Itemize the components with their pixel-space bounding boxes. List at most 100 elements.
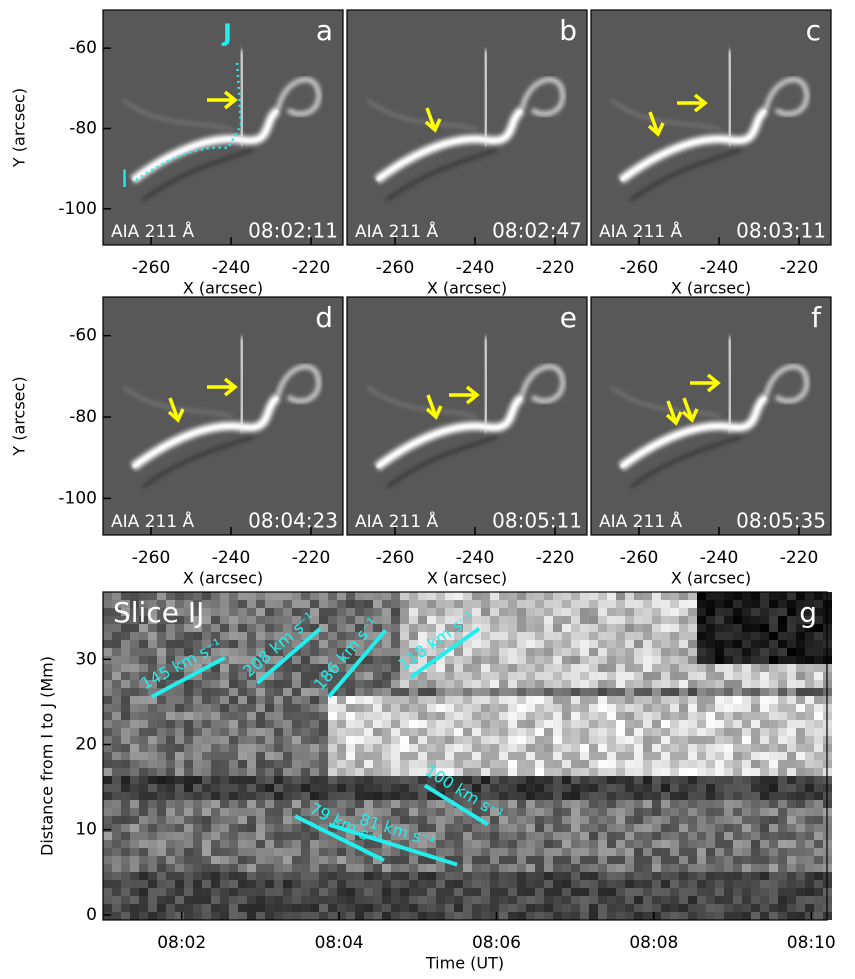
slice-pixel bbox=[355, 720, 364, 728]
slice-pixel bbox=[166, 752, 175, 760]
slice-pixel bbox=[616, 896, 625, 904]
slice-pixel bbox=[805, 904, 814, 912]
slice-pixel bbox=[382, 664, 391, 672]
slice-pixel bbox=[184, 824, 193, 832]
slice-pixel bbox=[472, 824, 481, 832]
slice-title: Slice IJ bbox=[113, 596, 204, 629]
slice-pixel bbox=[184, 752, 193, 760]
slice-pixel bbox=[571, 824, 580, 832]
slice-pixel bbox=[760, 744, 769, 752]
slice-pixel bbox=[148, 904, 157, 912]
slice-pixel bbox=[121, 720, 130, 728]
slice-pixel bbox=[256, 704, 265, 712]
slice-pixel bbox=[643, 704, 652, 712]
slice-pixel bbox=[796, 640, 805, 648]
slice-pixel bbox=[742, 712, 751, 720]
slice-pixel bbox=[103, 888, 112, 896]
slice-pixel bbox=[283, 792, 292, 800]
slice-pixel bbox=[337, 872, 346, 880]
slice-pixel bbox=[805, 720, 814, 728]
slice-pixel bbox=[580, 888, 589, 896]
slice-pixel bbox=[319, 856, 328, 864]
slice-pixel bbox=[724, 848, 733, 856]
slice-pixel bbox=[661, 608, 670, 616]
slice-pixel bbox=[760, 888, 769, 896]
slice-pixel bbox=[211, 832, 220, 840]
slice-pixel bbox=[283, 848, 292, 856]
slice-pixel bbox=[634, 776, 643, 784]
slice-pixel bbox=[175, 808, 184, 816]
slice-pixel bbox=[193, 784, 202, 792]
slice-pixel bbox=[481, 592, 490, 600]
slice-pixel bbox=[508, 864, 517, 872]
slice-pixel bbox=[409, 904, 418, 912]
slice-pixel bbox=[598, 712, 607, 720]
slice-pixel bbox=[175, 632, 184, 640]
slice-pixel bbox=[274, 800, 283, 808]
slice-pixel bbox=[508, 840, 517, 848]
slice-pixel bbox=[157, 720, 166, 728]
slice-pixel bbox=[229, 648, 238, 656]
slice-pixel bbox=[706, 816, 715, 824]
slice-pixel bbox=[598, 896, 607, 904]
slice-pixel bbox=[769, 792, 778, 800]
slice-pixel bbox=[346, 752, 355, 760]
slice-pixel bbox=[724, 840, 733, 848]
slice-pixel bbox=[787, 672, 796, 680]
slice-pixel bbox=[517, 696, 526, 704]
slice-pixel bbox=[715, 912, 724, 920]
slice-pixel bbox=[103, 608, 112, 616]
slice-pixel bbox=[697, 912, 706, 920]
slice-pixel bbox=[157, 824, 166, 832]
slice-pixel bbox=[157, 640, 166, 648]
slice-pixel bbox=[391, 888, 400, 896]
slice-pixel bbox=[175, 912, 184, 920]
slice-pixel bbox=[544, 816, 553, 824]
slice-pixel bbox=[454, 848, 463, 856]
slice-pixel bbox=[616, 704, 625, 712]
slice-pixel bbox=[625, 736, 634, 744]
slice-pixel bbox=[337, 752, 346, 760]
panel-letter: c bbox=[806, 14, 821, 47]
slice-pixel bbox=[697, 608, 706, 616]
slice-pixel bbox=[580, 864, 589, 872]
slice-pixel bbox=[256, 872, 265, 880]
slice-pixel bbox=[661, 880, 670, 888]
slice-pixel bbox=[607, 800, 616, 808]
slice-pixel bbox=[562, 712, 571, 720]
slice-pixel bbox=[256, 896, 265, 904]
slice-pixel bbox=[508, 712, 517, 720]
slice-pixel bbox=[643, 760, 652, 768]
slice-pixel bbox=[409, 752, 418, 760]
slice-pixel bbox=[796, 784, 805, 792]
slice-pixel bbox=[112, 752, 121, 760]
slice-pixel bbox=[400, 736, 409, 744]
slice-pixel bbox=[391, 712, 400, 720]
slice-pixel bbox=[148, 744, 157, 752]
slice-pixel bbox=[625, 872, 634, 880]
slice-pixel bbox=[472, 688, 481, 696]
slice-pixel bbox=[211, 704, 220, 712]
slice-pixel bbox=[724, 640, 733, 648]
slice-pixel bbox=[112, 888, 121, 896]
slice-pixel bbox=[265, 856, 274, 864]
slice-pixel bbox=[436, 688, 445, 696]
slice-pixel bbox=[346, 888, 355, 896]
slice-pixel bbox=[454, 680, 463, 688]
slice-pixel bbox=[400, 744, 409, 752]
slice-pixel bbox=[625, 624, 634, 632]
slice-pixel bbox=[634, 648, 643, 656]
slice-pixel bbox=[472, 760, 481, 768]
slice-pixel bbox=[616, 880, 625, 888]
slice-pixel bbox=[769, 632, 778, 640]
slice-pixel bbox=[508, 688, 517, 696]
slice-pixel bbox=[319, 848, 328, 856]
slice-pixel bbox=[418, 704, 427, 712]
slice-pixel bbox=[679, 608, 688, 616]
slice-pixel bbox=[679, 704, 688, 712]
slice-pixel bbox=[157, 800, 166, 808]
slice-pixel bbox=[697, 704, 706, 712]
slice-pixel bbox=[571, 608, 580, 616]
panel-letter: e bbox=[560, 301, 577, 334]
slice-pixel bbox=[697, 896, 706, 904]
